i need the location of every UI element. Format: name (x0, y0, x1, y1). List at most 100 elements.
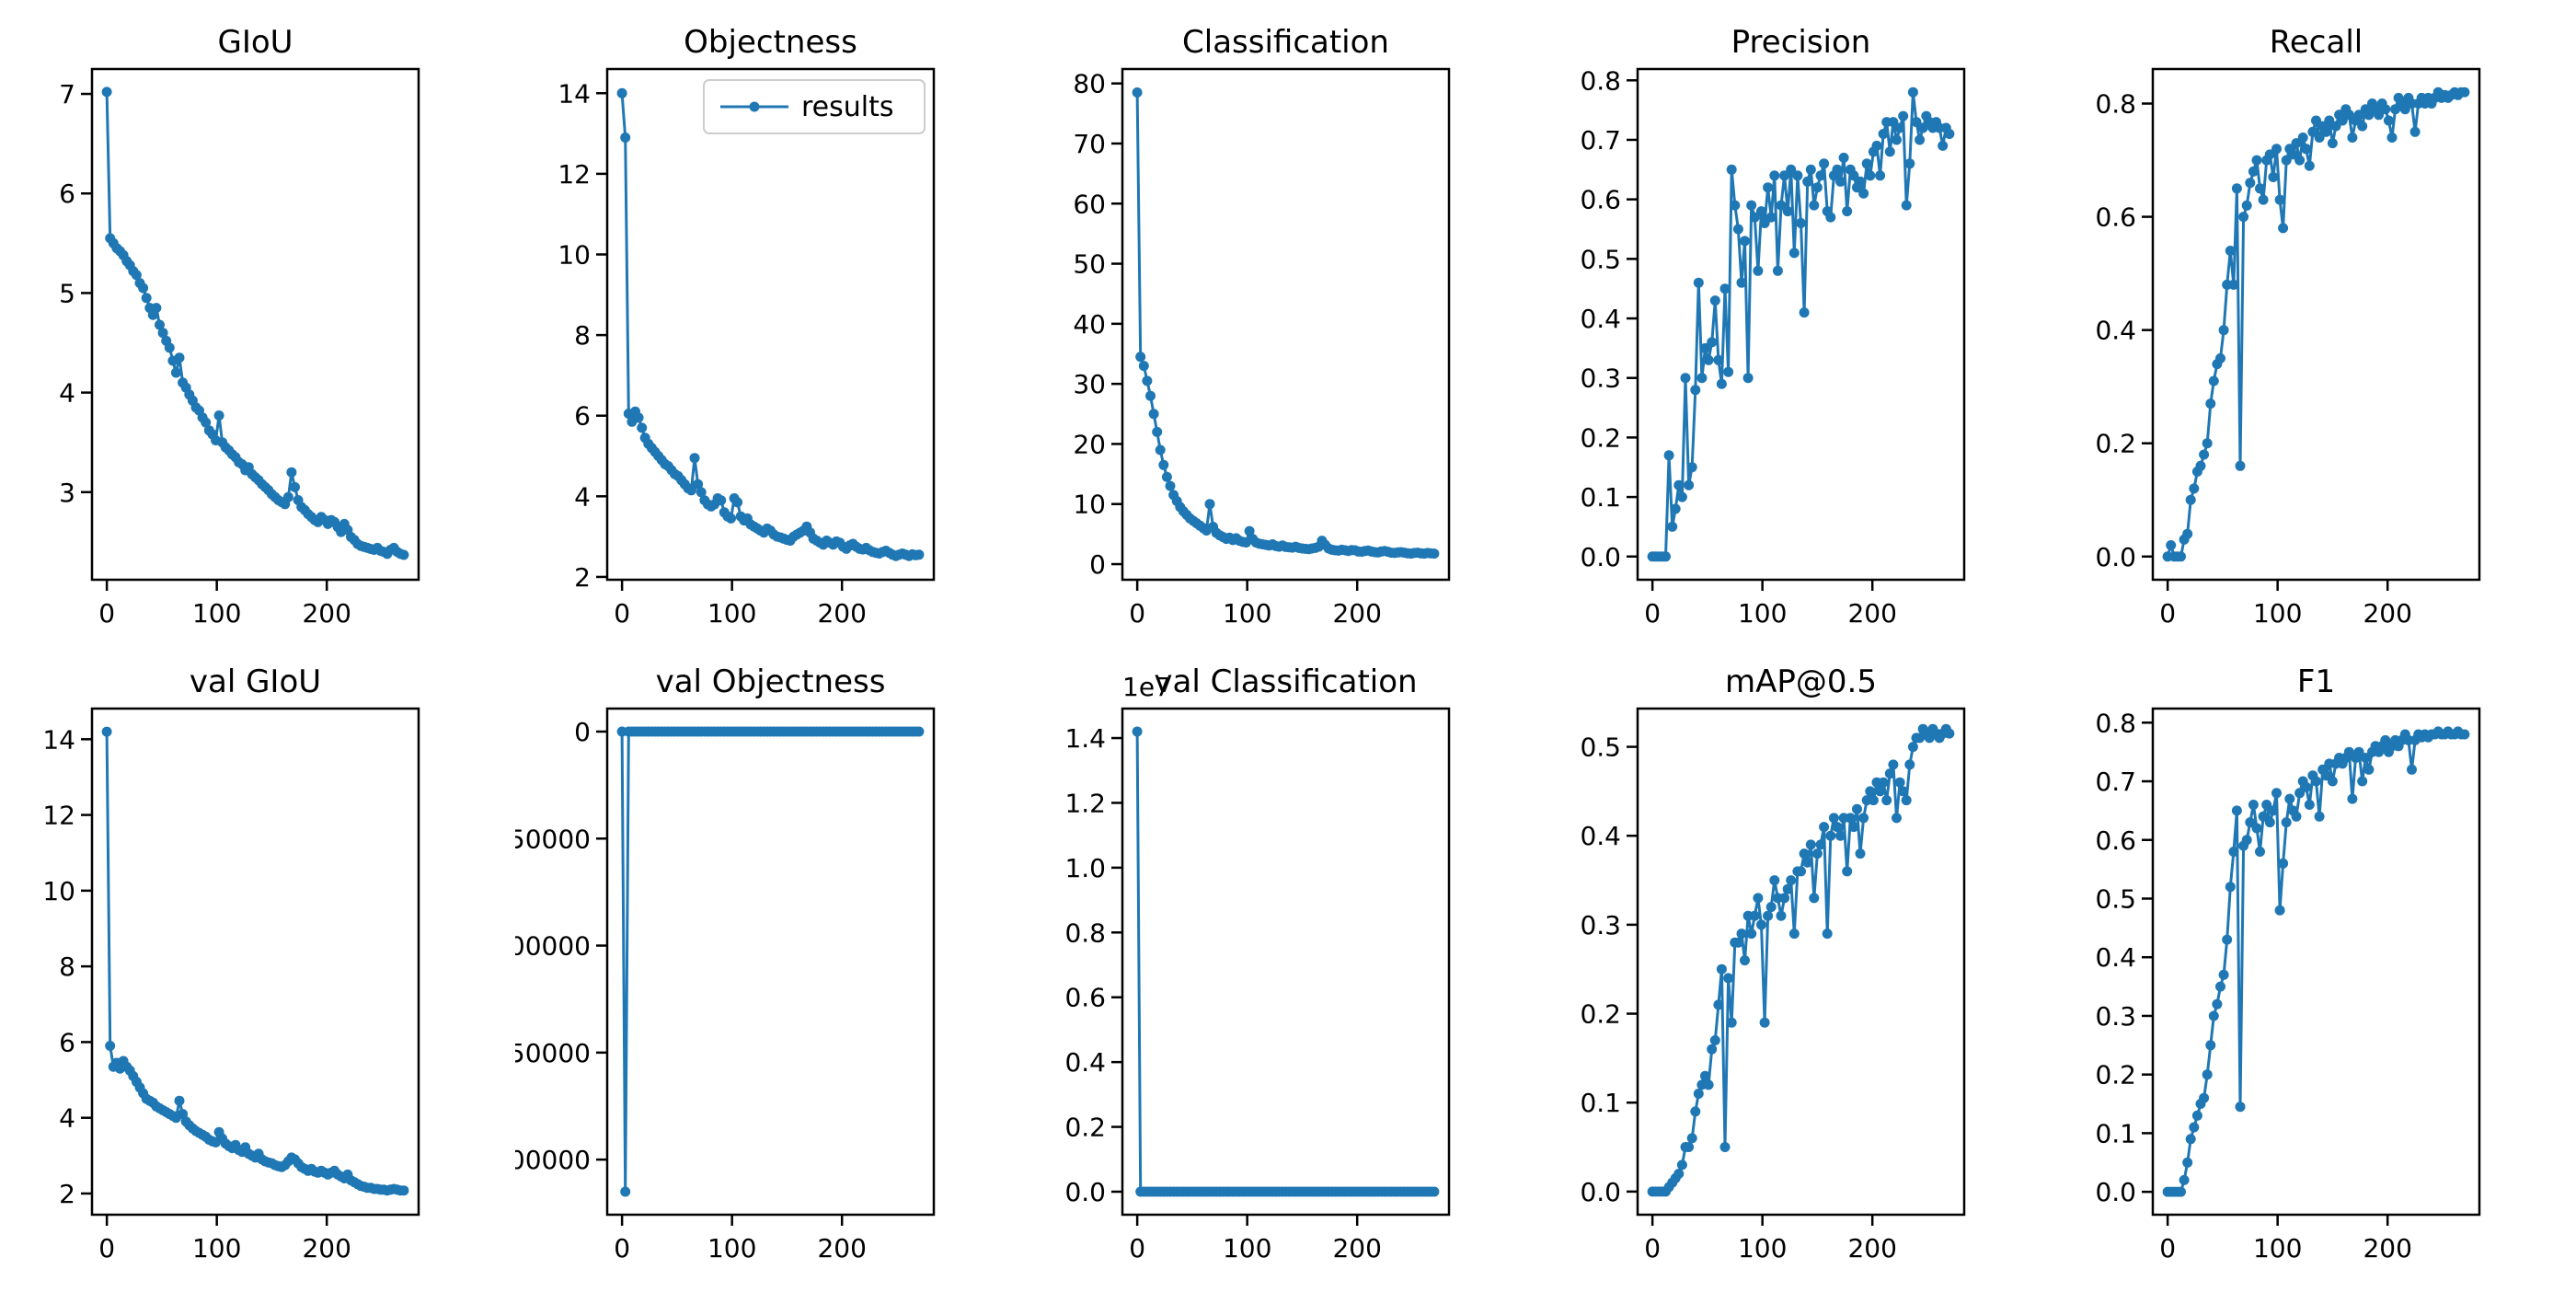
series-marker (1700, 342, 1710, 353)
series-marker (155, 319, 165, 330)
series-marker (2231, 805, 2242, 816)
series-marker (2179, 1174, 2190, 1185)
series-marker (1661, 551, 1671, 562)
y-tick-label: 0.4 (1580, 304, 1621, 334)
series-marker (2218, 969, 2229, 980)
series-marker (1809, 893, 1820, 904)
series-marker (914, 726, 925, 737)
x-tick-label: 100 (1738, 598, 1787, 629)
series-marker (1842, 206, 1853, 217)
series-marker (2374, 110, 2385, 121)
legend-box (703, 79, 926, 134)
y-tick-label: 8 (59, 952, 75, 982)
series-marker (286, 467, 297, 478)
series-marker (1802, 176, 1813, 187)
series-marker (1765, 212, 1777, 223)
y-tick-label: 8 (574, 320, 591, 351)
series-marker (1670, 503, 1681, 514)
y-tick-label: 4 (574, 481, 591, 512)
series-marker (105, 1041, 116, 1051)
series-marker (2390, 104, 2401, 115)
series-marker (1799, 848, 1810, 859)
series-marker (1132, 87, 1143, 98)
series-marker (213, 410, 224, 421)
series-marker (1892, 134, 1902, 145)
axes-box-val-classification (1121, 707, 1451, 1217)
y-tick-label: 3 (59, 478, 75, 508)
y-tick-label: 1.4 (1064, 723, 1106, 754)
subplot-recall: 0 100 200 0.0 0.2 0.4 0.6 0.8 Recall (2061, 0, 2576, 644)
series-marker (1898, 786, 1909, 797)
y-tick-label: 0.4 (1064, 1047, 1106, 1078)
series-marker (1429, 1186, 1440, 1197)
series-marker (1792, 170, 1803, 181)
series-marker (1690, 385, 1701, 396)
y-tick-label: 0.5 (1580, 733, 1621, 763)
series-marker (1713, 354, 1724, 365)
series-marker (1746, 929, 1757, 940)
y-tick-label: 4 (59, 1103, 75, 1134)
series-marker (1832, 822, 1843, 833)
series-marker (2353, 110, 2364, 121)
series-marker (1786, 164, 1797, 175)
series-marker (2353, 746, 2364, 757)
y-tick-label: 0.6 (2095, 825, 2136, 856)
series-marker (2327, 776, 2338, 787)
x-tick-label: 200 (2363, 598, 2411, 629)
series-marker (1726, 164, 1737, 175)
series-marker (1132, 726, 1143, 737)
series-marker (2324, 115, 2335, 126)
y-tick-label: 0.3 (1580, 910, 1621, 940)
y-tick-label: 6 (59, 179, 75, 209)
series-marker (2311, 776, 2321, 787)
series-marker (1700, 1070, 1710, 1081)
x-tick-label: 100 (192, 598, 241, 629)
series-marker (2271, 788, 2282, 799)
series-marker (1148, 409, 1159, 420)
series-marker (1244, 525, 1255, 536)
x-tick-label: 200 (817, 1233, 866, 1263)
series-marker (1782, 883, 1793, 894)
series-marker (2291, 138, 2302, 149)
y-tick-label: 2 (59, 1179, 75, 1209)
y-tick-label: 6 (59, 1027, 75, 1057)
series-marker (2380, 104, 2391, 115)
y-tick-label: 10 (1073, 490, 1106, 520)
series-marker (2199, 1092, 2210, 1103)
x-tick-label: 100 (2253, 598, 2302, 629)
series-marker (1696, 373, 1708, 384)
series-marker (1884, 768, 1895, 779)
series-marker (2347, 133, 2358, 143)
chart-precision: 0 100 200 0.0 0.1 0.2 0.3 0.4 0.5 0.6 0.7 0.8 Precis… (1580, 24, 1966, 629)
series-marker (1848, 822, 1859, 833)
y-tick-label: 1.0 (1064, 853, 1106, 883)
series-marker (174, 1095, 185, 1106)
series-marker (1719, 1142, 1731, 1152)
series-marker (2304, 800, 2315, 810)
chart-title-f1: F1 (2297, 663, 2335, 700)
series-marker (1811, 182, 1823, 193)
y-tick-label: 12 (42, 801, 75, 831)
series-marker (2258, 194, 2269, 205)
chart-title-recall: Recall (2270, 24, 2363, 61)
series-marker (1716, 378, 1727, 389)
x-tick-label: 100 (1223, 598, 1271, 629)
series-marker (2255, 183, 2265, 194)
series-marker (2307, 126, 2318, 137)
x-tick-label: 0 (98, 598, 115, 629)
series-marker (282, 491, 293, 502)
series-marker (1782, 206, 1793, 217)
series-marker (2459, 87, 2470, 98)
series-marker (2357, 121, 2368, 132)
axes-box-val-objectness (605, 707, 936, 1217)
subplot-val-giou: 0 100 200 2 4 6 8 10 12 14 val GIoU (0, 644, 515, 1288)
series-marker (1868, 795, 1879, 806)
y-tick-label: 50 (1073, 249, 1106, 280)
series-marker (2248, 800, 2259, 810)
series-marker (1723, 366, 1734, 377)
series-marker (2274, 194, 2285, 205)
series-marker (2314, 133, 2325, 143)
series-marker (1865, 170, 1876, 181)
chart-title-val-objectness: val Objectness (656, 663, 886, 700)
series-marker (1809, 200, 1820, 211)
